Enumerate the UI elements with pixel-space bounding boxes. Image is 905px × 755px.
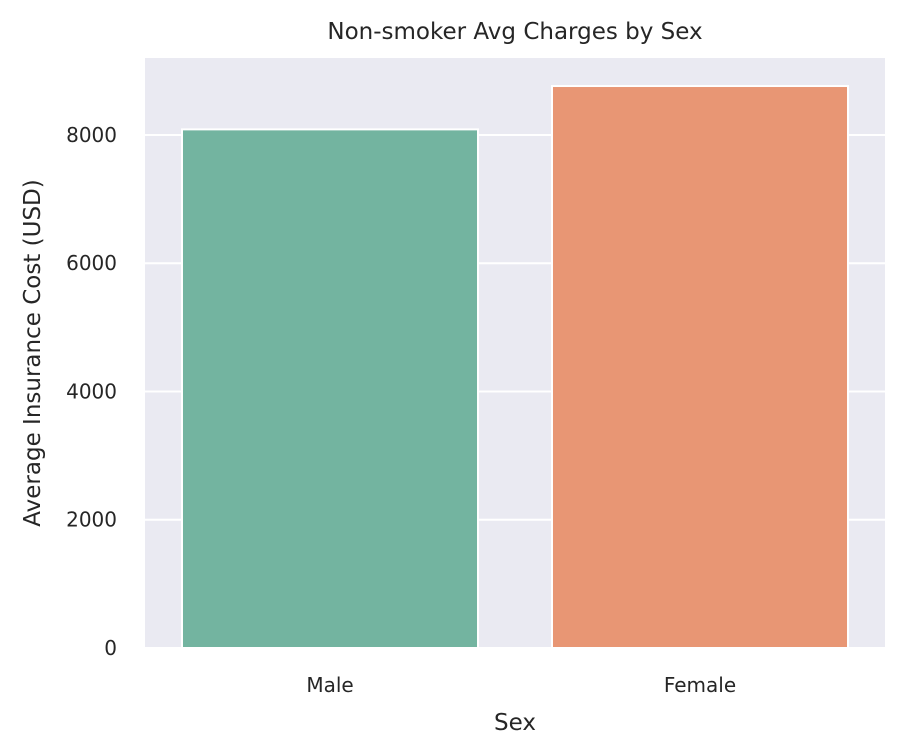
x-axis-label: Sex	[494, 710, 536, 736]
x-tick-label: Male	[306, 673, 353, 697]
bars	[181, 85, 849, 649]
y-tick-label: 8000	[66, 123, 117, 147]
y-tick-label: 6000	[66, 251, 117, 275]
y-tick-label: 2000	[66, 508, 117, 532]
bar-female	[551, 85, 849, 649]
chart-title: Non-smoker Avg Charges by Sex	[327, 19, 702, 45]
y-tick-labels: 0 2000 4000 6000 8000	[66, 123, 117, 660]
y-tick-label: 4000	[66, 379, 117, 403]
bar-male	[181, 128, 479, 649]
x-tick-labels: Male Female	[306, 673, 736, 697]
x-tick-label: Female	[664, 673, 736, 697]
y-axis-label: Average Insurance Cost (USD)	[20, 179, 46, 526]
y-tick-label: 0	[104, 636, 117, 660]
